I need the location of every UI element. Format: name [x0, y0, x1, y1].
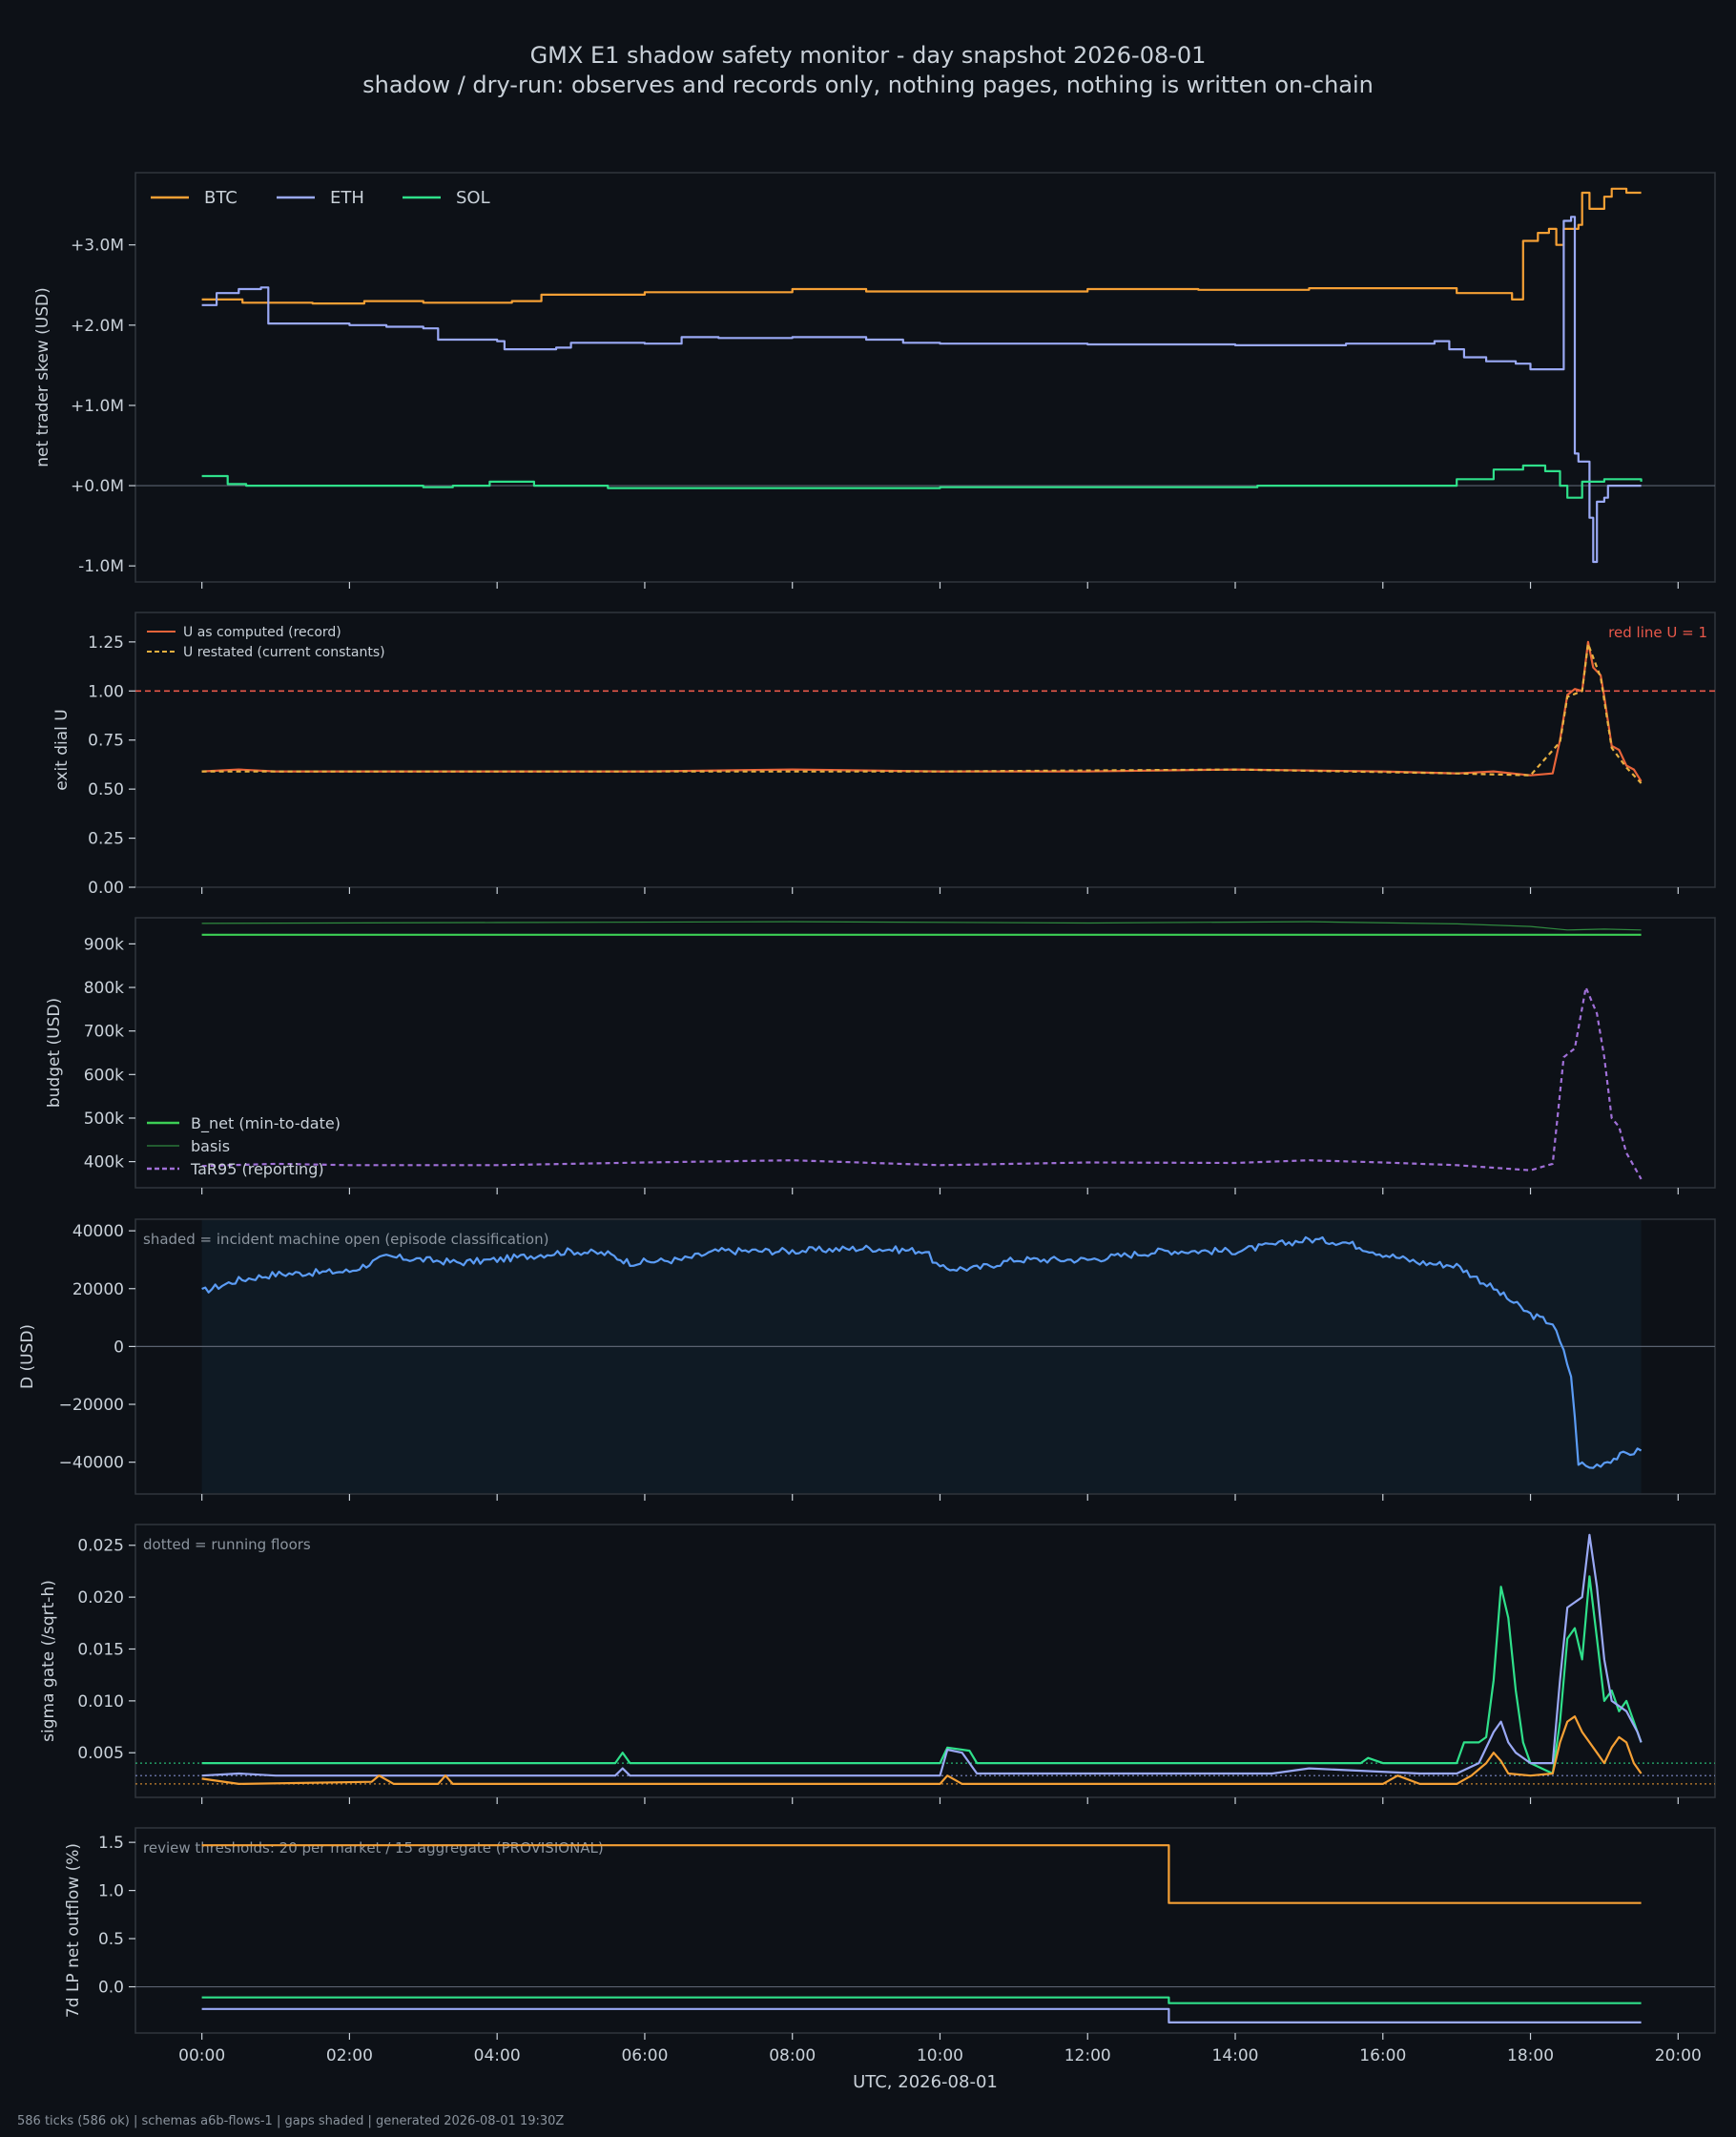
legend-label: U restated (current constants): [183, 645, 385, 660]
legend-label: BTC: [204, 188, 238, 208]
x-tick-label: 06:00: [621, 2046, 668, 2065]
legend-label: TaR95 (reporting): [190, 1160, 324, 1178]
x-tick-label: 10:00: [917, 2046, 963, 2065]
y-tick-label: 600k: [84, 1066, 124, 1085]
series-line-eth: [201, 216, 1642, 564]
y-tick-label: 40000: [72, 1222, 124, 1241]
y-tick-label: 0: [114, 1338, 124, 1357]
x-tick-label: 00:00: [178, 2046, 225, 2065]
y-tick-label: +3.0M: [71, 237, 124, 256]
y-tick-label: 0.00: [88, 879, 124, 898]
y-tick-label: +2.0M: [71, 317, 124, 336]
y-tick-label: 0.50: [88, 780, 124, 799]
series-line-eth: [201, 2007, 1642, 2023]
series-line-btc: [201, 187, 1642, 305]
y-tick-label: 1.5: [98, 1834, 124, 1853]
x-tick-label: 12:00: [1064, 2046, 1111, 2065]
legend-label: U as computed (record): [183, 625, 341, 640]
y-tick-label: -1.0M: [78, 557, 124, 576]
series-line-sol: [201, 1996, 1642, 2004]
y-axis-label: exit dial U: [52, 709, 72, 791]
y-tick-label: 1.25: [88, 633, 124, 653]
y-axis-label: sigma gate (/sqrt-h): [39, 1580, 58, 1742]
y-axis-label: 7d LP net outflow (%): [64, 1843, 83, 2018]
panel-2: 0.00 0.25 0.50 0.75 1.00 1.25 exit dial U red l…: [52, 612, 1716, 898]
panel-annotation: dotted = running floors: [143, 1536, 311, 1553]
y-tick-label: 400k: [84, 1153, 124, 1172]
legend-label: B_net (min-to-date): [191, 1114, 341, 1133]
y-tick-label: +0.0M: [71, 477, 124, 496]
y-tick-label: 500k: [84, 1110, 124, 1129]
x-tick-label: 16:00: [1359, 2046, 1406, 2065]
y-tick-label: 700k: [84, 1023, 124, 1042]
series-line-tar95-reporting-: [201, 986, 1643, 1180]
x-tick-label: 08:00: [769, 2046, 816, 2065]
x-tick-label: 04:00: [474, 2046, 521, 2065]
legend-label: ETH: [330, 188, 364, 208]
y-axis-label: D (USD): [18, 1324, 37, 1389]
y-tick-label: 900k: [84, 935, 124, 954]
chart-subtitle: shadow / dry-run: observes and records o…: [362, 72, 1374, 98]
y-tick-label: 1.0: [98, 1882, 124, 1901]
panel-6: 0.0 0.5 1.0 1.5 00:00 02:00 04:00 06:00 08:00 10:…: [64, 1827, 1716, 2092]
y-tick-label: 20000: [72, 1280, 124, 1299]
series-line-d: [201, 1235, 1643, 1469]
panel-frame: [134, 1827, 1716, 2034]
panel-3: 400k 500k 600k 700k 800k 900k budget (USD) B_ne…: [45, 917, 1716, 1194]
panel-frame: [134, 612, 1716, 888]
series-line-basis: [201, 921, 1642, 931]
panel-frame: [134, 917, 1716, 1189]
panel-frame: [134, 1524, 1716, 1798]
legend: U as computed (record) U restated (curren…: [147, 625, 385, 660]
y-tick-label: 0.020: [77, 1588, 124, 1608]
legend-label: SOL: [456, 188, 490, 208]
y-tick-label: 0.015: [77, 1640, 124, 1659]
y-tick-label: 0.25: [88, 830, 124, 849]
panel-annotation: review thresholds: 20 per market / 15 ag…: [143, 1839, 604, 1857]
y-tick-label: +1.0M: [71, 397, 124, 416]
panel-annotation: shaded = incident machine open (episode …: [143, 1231, 548, 1248]
y-tick-label: 1.00: [88, 682, 124, 701]
x-tick-label: 02:00: [326, 2046, 373, 2065]
series-line-btc: [201, 1844, 1642, 1904]
incident-shaded-region: [201, 1220, 1642, 1493]
series-line-eth: [201, 1533, 1643, 1777]
panel-1: -1.0M +0.0M +1.0M +2.0M +3.0M net trader skew…: [33, 172, 1716, 589]
chart-title: GMX E1 shadow safety monitor - day snaps…: [530, 42, 1207, 69]
panel-5: 0.005 0.010 0.015 0.020 0.025 sigma gate (/sq…: [39, 1524, 1716, 1804]
legend: B_net (min-to-date) basis TaR95 (reporting…: [147, 1114, 341, 1178]
series-line-sol: [201, 464, 1643, 499]
y-tick-label: −40000: [59, 1454, 124, 1473]
footer-status: 586 ticks (586 ok) | schemas a6b-flows-1…: [17, 2114, 564, 2128]
y-tick-label: −20000: [59, 1396, 124, 1415]
panel-4: −40000 −20000 0 20000 40000 D (USD) shaded = i…: [18, 1218, 1716, 1501]
red-line-label: red line U = 1: [1608, 624, 1707, 641]
y-tick-label: 0.75: [88, 732, 124, 751]
y-axis-label: budget (USD): [45, 998, 64, 1108]
y-axis-label: net trader skew (USD): [33, 287, 52, 467]
panels: -1.0M +0.0M +1.0M +2.0M +3.0M net trader skew…: [18, 172, 1716, 2092]
panel-frame: [134, 172, 1716, 583]
x-tick-label: 14:00: [1212, 2046, 1259, 2065]
y-tick-label: 0.5: [98, 1930, 124, 1949]
x-tick-label: 20:00: [1655, 2046, 1702, 2065]
y-tick-label: 0.0: [98, 1979, 124, 1998]
legend-label: basis: [191, 1137, 230, 1155]
series-line-u-restated-current-constants-: [201, 642, 1643, 784]
x-tick-label: 18:00: [1507, 2046, 1554, 2065]
legend: BTC ETH SOL: [151, 188, 490, 208]
y-tick-label: 800k: [84, 979, 124, 998]
x-axis-label: UTC, 2026-08-01: [853, 2072, 998, 2092]
series-line-btc: [201, 1715, 1643, 1785]
y-tick-label: 0.005: [77, 1744, 124, 1763]
y-tick-label: 0.010: [77, 1692, 124, 1712]
series-line-sol: [201, 1575, 1643, 1775]
y-tick-label: 0.025: [77, 1537, 124, 1556]
